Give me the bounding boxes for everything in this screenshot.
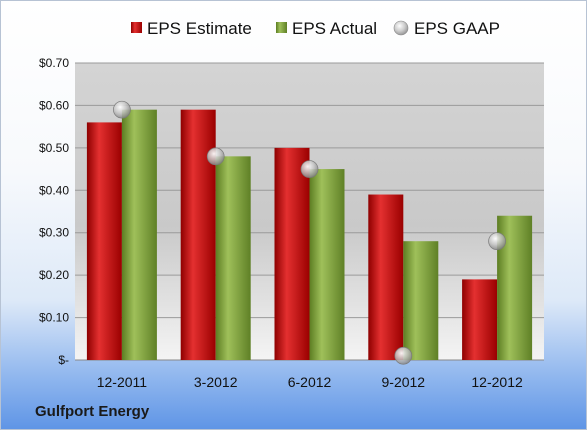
bar-eps-estimate bbox=[180, 109, 216, 361]
bar-eps-estimate bbox=[274, 147, 310, 360]
y-tick-label: $0.40 bbox=[39, 183, 69, 197]
bar-eps-estimate bbox=[86, 122, 122, 361]
marker-eps-gaap bbox=[394, 346, 413, 365]
bar-eps-actual bbox=[403, 241, 439, 360]
company-name: Gulfport Energy bbox=[35, 403, 150, 420]
x-tick-label: 12-2012 bbox=[471, 374, 523, 390]
legend-swatch-eps-actual bbox=[276, 22, 287, 33]
y-tick-label: $0.20 bbox=[39, 268, 69, 282]
marker-eps-gaap bbox=[300, 160, 319, 178]
marker-eps-gaap bbox=[113, 100, 131, 119]
x-axis: 12-2011 3-2012 6-2012 9-2012 12-2012 bbox=[97, 374, 523, 390]
legend-swatch-eps-estimate bbox=[131, 22, 142, 33]
bar-eps-actual bbox=[309, 169, 345, 360]
bars bbox=[86, 109, 533, 361]
y-tick-label: $0.70 bbox=[39, 56, 69, 70]
bar-eps-actual bbox=[121, 109, 157, 361]
y-tick-label: $0.10 bbox=[39, 311, 69, 325]
marker-eps-gaap bbox=[488, 232, 506, 251]
legend-item-eps-gaap: EPS GAAP bbox=[393, 19, 500, 38]
x-tick-label: 3-2012 bbox=[194, 374, 238, 390]
y-axis: $- $0.10 $0.20 $0.30 $0.40 $0.50 $0.60 $0.70 bbox=[39, 56, 69, 367]
marker-eps-gaap bbox=[206, 147, 225, 166]
x-tick-label: 12-2011 bbox=[97, 374, 148, 390]
legend-item-eps-actual: EPS Actual bbox=[276, 19, 377, 38]
y-tick-label: $0.50 bbox=[39, 141, 69, 155]
legend-swatch-eps-gaap bbox=[393, 20, 409, 36]
legend: EPS Estimate EPS Actual EPS GAAP bbox=[131, 19, 500, 38]
legend-label-eps-actual: EPS Actual bbox=[292, 19, 377, 38]
legend-label-eps-estimate: EPS Estimate bbox=[147, 19, 252, 38]
x-tick-label: 6-2012 bbox=[288, 374, 332, 390]
y-tick-label: $- bbox=[58, 353, 69, 367]
x-tick-label: 9-2012 bbox=[382, 374, 426, 390]
legend-item-eps-estimate: EPS Estimate bbox=[131, 19, 252, 38]
gaap-markers bbox=[113, 100, 506, 365]
bar-eps-estimate bbox=[462, 279, 498, 360]
legend-label-eps-gaap: EPS GAAP bbox=[414, 19, 500, 38]
bar-eps-actual bbox=[215, 156, 251, 360]
bar-eps-estimate bbox=[368, 194, 404, 360]
y-tick-label: $0.60 bbox=[39, 98, 69, 112]
y-tick-label: $0.30 bbox=[39, 226, 69, 240]
